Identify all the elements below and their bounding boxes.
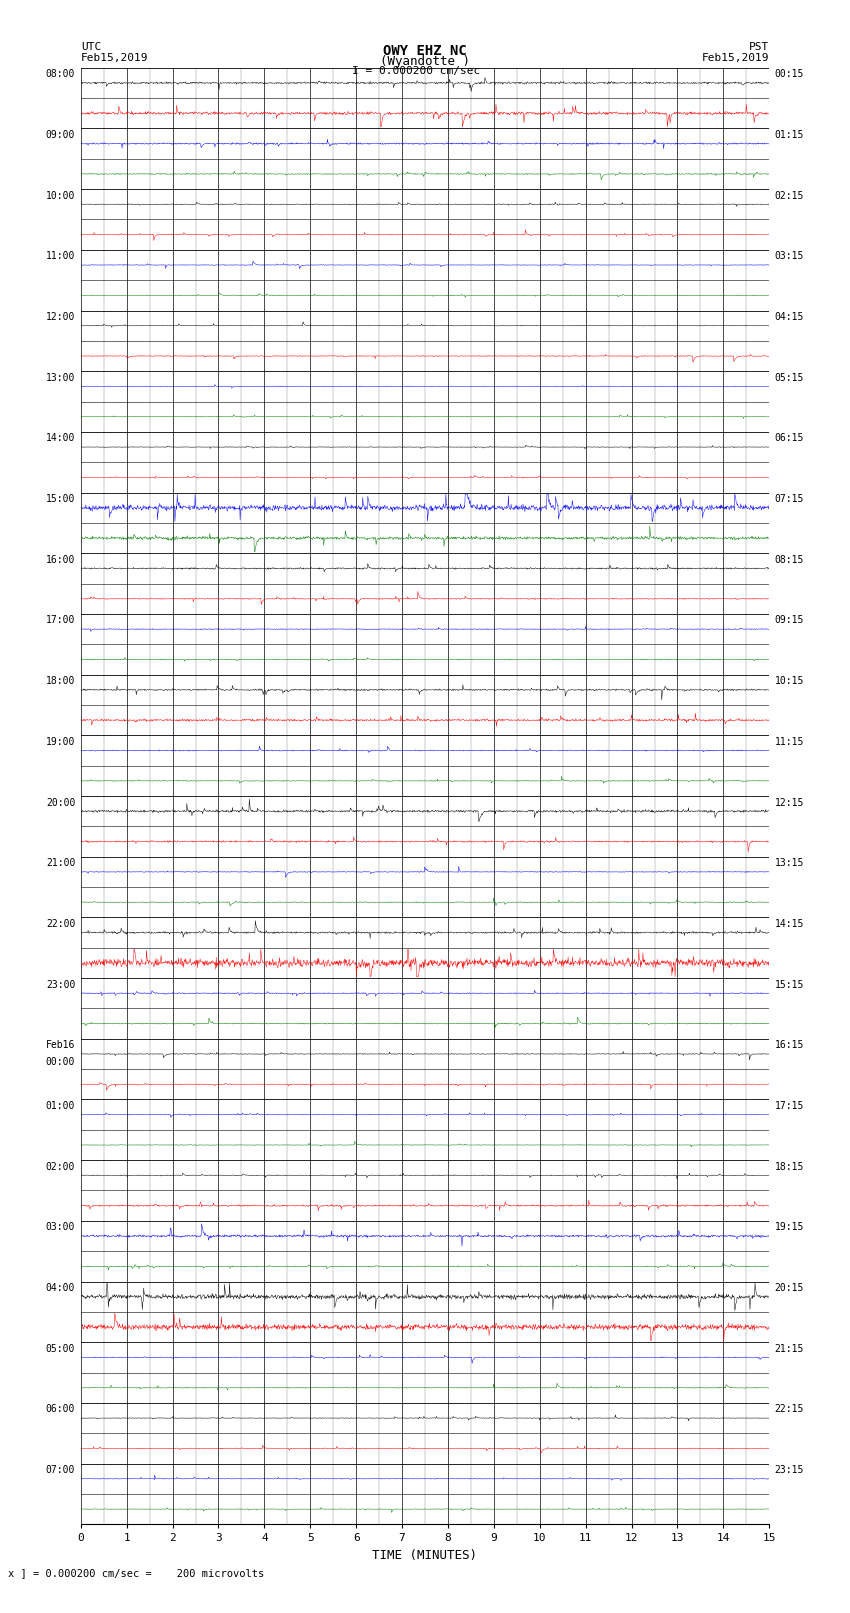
Text: 10:00: 10:00: [46, 190, 76, 200]
Text: 15:15: 15:15: [774, 979, 804, 990]
Text: (Wyandotte ): (Wyandotte ): [380, 55, 470, 68]
Text: 20:00: 20:00: [46, 797, 76, 808]
Text: 18:15: 18:15: [774, 1161, 804, 1171]
Text: 01:15: 01:15: [774, 131, 804, 140]
Text: x ] = 0.000200 cm/sec =    200 microvolts: x ] = 0.000200 cm/sec = 200 microvolts: [8, 1568, 264, 1578]
Text: 08:00: 08:00: [46, 69, 76, 79]
Text: 11:15: 11:15: [774, 737, 804, 747]
Text: 19:15: 19:15: [774, 1223, 804, 1232]
Text: 01:00: 01:00: [46, 1102, 76, 1111]
Text: 16:00: 16:00: [46, 555, 76, 565]
Text: 09:15: 09:15: [774, 616, 804, 626]
Text: 19:00: 19:00: [46, 737, 76, 747]
Text: 06:00: 06:00: [46, 1405, 76, 1415]
Text: 14:00: 14:00: [46, 434, 76, 444]
X-axis label: TIME (MINUTES): TIME (MINUTES): [372, 1548, 478, 1561]
Text: 22:00: 22:00: [46, 919, 76, 929]
Text: 18:00: 18:00: [46, 676, 76, 686]
Text: UTC: UTC: [81, 42, 101, 52]
Text: Feb16: Feb16: [46, 1040, 76, 1050]
Text: 15:00: 15:00: [46, 494, 76, 505]
Text: 10:15: 10:15: [774, 676, 804, 686]
Text: 02:00: 02:00: [46, 1161, 76, 1171]
Text: I = 0.000200 cm/sec: I = 0.000200 cm/sec: [353, 66, 480, 76]
Text: 22:15: 22:15: [774, 1405, 804, 1415]
Text: 03:15: 03:15: [774, 252, 804, 261]
Text: 09:00: 09:00: [46, 131, 76, 140]
Text: 17:15: 17:15: [774, 1102, 804, 1111]
Text: 12:15: 12:15: [774, 797, 804, 808]
Text: 11:00: 11:00: [46, 252, 76, 261]
Text: 17:00: 17:00: [46, 616, 76, 626]
Text: 07:15: 07:15: [774, 494, 804, 505]
Text: PST: PST: [749, 42, 769, 52]
Text: 23:00: 23:00: [46, 979, 76, 990]
Text: 21:15: 21:15: [774, 1344, 804, 1353]
Text: Feb15,2019: Feb15,2019: [81, 53, 148, 63]
Text: 05:00: 05:00: [46, 1344, 76, 1353]
Text: 00:00: 00:00: [46, 1057, 76, 1066]
Text: 08:15: 08:15: [774, 555, 804, 565]
Text: 21:00: 21:00: [46, 858, 76, 868]
Text: Feb15,2019: Feb15,2019: [702, 53, 769, 63]
Text: OWY EHZ NC: OWY EHZ NC: [383, 44, 467, 58]
Text: 05:15: 05:15: [774, 373, 804, 382]
Text: 04:15: 04:15: [774, 311, 804, 323]
Text: 00:15: 00:15: [774, 69, 804, 79]
Text: 06:15: 06:15: [774, 434, 804, 444]
Text: 13:15: 13:15: [774, 858, 804, 868]
Text: 02:15: 02:15: [774, 190, 804, 200]
Text: 14:15: 14:15: [774, 919, 804, 929]
Text: 07:00: 07:00: [46, 1465, 76, 1476]
Text: 16:15: 16:15: [774, 1040, 804, 1050]
Text: 12:00: 12:00: [46, 311, 76, 323]
Text: 20:15: 20:15: [774, 1282, 804, 1294]
Text: 04:00: 04:00: [46, 1282, 76, 1294]
Text: 03:00: 03:00: [46, 1223, 76, 1232]
Text: 13:00: 13:00: [46, 373, 76, 382]
Text: 23:15: 23:15: [774, 1465, 804, 1476]
